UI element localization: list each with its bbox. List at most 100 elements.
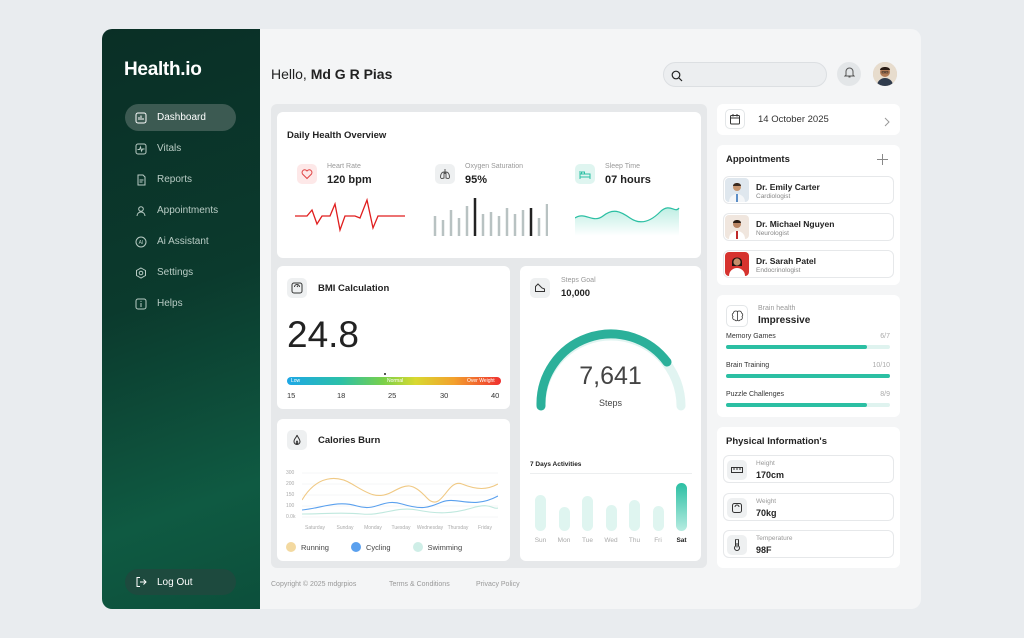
appointments-icon bbox=[135, 205, 147, 217]
steps-unit: Steps bbox=[598, 398, 622, 408]
sidebar-item-vitals[interactable]: Vitals bbox=[125, 135, 236, 162]
brain-item-track bbox=[726, 374, 890, 378]
doctor-photo bbox=[725, 178, 749, 202]
doctor-name: Dr. Emily Carter bbox=[756, 182, 820, 192]
bmi-low-label: Low bbox=[291, 378, 301, 384]
footer-privacy-link[interactable]: Privacy Policy bbox=[476, 581, 520, 588]
heart-rate-card[interactable]: Heart Rate 120 bpm bbox=[287, 152, 410, 236]
sidebar-nav: Dashboard Vitals Reports Appointments AI… bbox=[125, 104, 236, 321]
search-icon bbox=[671, 69, 683, 87]
search-input[interactable] bbox=[663, 62, 827, 87]
physical-label: Temperature bbox=[756, 535, 793, 542]
logout-button[interactable]: Log Out bbox=[125, 569, 236, 595]
steps-goal-value: 10,000 bbox=[561, 288, 591, 299]
calories-day-sunday: Sunday bbox=[336, 525, 354, 531]
calories-ytick-300: 300 bbox=[286, 470, 295, 476]
activity-bar-tue[interactable] bbox=[582, 496, 593, 531]
steps-card: Steps Goal 10,000 7,641 Steps 7 Days Act… bbox=[520, 266, 701, 561]
sidebar-item-appointments[interactable]: Appointments bbox=[125, 197, 236, 224]
calories-ytick-150: 150 bbox=[286, 492, 295, 498]
sidebar-item-reports[interactable]: Reports bbox=[125, 166, 236, 193]
brain-training: Brain Training 10/10 bbox=[726, 362, 890, 378]
activity-day-label: Fri bbox=[654, 537, 662, 544]
oxygen-label: Oxygen Saturation bbox=[465, 163, 523, 170]
physical-weight: Weight 70kg bbox=[723, 493, 894, 521]
sidebar-item-label: Reports bbox=[157, 174, 193, 185]
brain-item-track bbox=[726, 403, 890, 407]
calories-day-wednesday: Wednesday bbox=[416, 525, 444, 531]
appointments-card: Appointments Dr. Emily Carter Cardiologi… bbox=[717, 145, 900, 285]
physical-label: Weight bbox=[756, 498, 777, 505]
date-picker[interactable]: 14 October 2025 bbox=[717, 104, 900, 135]
bmi-tick-40: 40 bbox=[491, 391, 500, 400]
appointments-title: Appointments bbox=[726, 154, 790, 165]
calories-day-monday: Monday bbox=[364, 525, 382, 531]
daily-overview-card: Daily Health Overview Heart Rate 120 bpm… bbox=[277, 112, 701, 258]
brain-item-score: 6/7 bbox=[880, 333, 890, 340]
activity-bar-thu[interactable] bbox=[629, 500, 640, 531]
greeting-text: Hello, bbox=[271, 66, 307, 82]
oxygen-card[interactable]: Oxygen Saturation 95% bbox=[425, 152, 548, 236]
sidebar-item-settings[interactable]: Settings bbox=[125, 259, 236, 286]
lungs-icon bbox=[435, 164, 455, 184]
sidebar-item-label: Vitals bbox=[157, 143, 182, 154]
footer-copyright: Copyright © 2025 mdgrpios bbox=[271, 581, 357, 588]
sidebar-item-dashboard[interactable]: Dashboard bbox=[125, 104, 236, 131]
app-frame: Health.io Dashboard Vitals Reports Appoi… bbox=[102, 29, 921, 609]
activity-day-label: Sun bbox=[534, 537, 547, 544]
notification-button[interactable] bbox=[837, 62, 861, 86]
activity-bar-sun[interactable] bbox=[535, 495, 546, 531]
sleep-card[interactable]: Sleep Time 07 hours bbox=[565, 152, 688, 236]
steps-count: 7,641 bbox=[579, 362, 642, 390]
bmi-marker bbox=[384, 373, 386, 375]
brain-item-score: 8/9 bbox=[880, 391, 890, 398]
sidebar-item-ai-assistant[interactable]: AI Ai Assistant bbox=[125, 228, 236, 255]
activity-bar-mon[interactable] bbox=[558, 507, 570, 531]
activities-title: 7 Days Activities bbox=[530, 461, 582, 468]
oxygen-chart bbox=[433, 198, 548, 236]
appointment-item-michael[interactable]: Dr. Michael Nguyen Neurologist bbox=[723, 213, 894, 241]
physical-value: 70kg bbox=[756, 508, 777, 518]
physical-height: Height 170cm bbox=[723, 455, 894, 483]
calories-chart bbox=[302, 472, 498, 518]
footer-terms-link[interactable]: Terms & Conditions bbox=[389, 581, 450, 588]
doctor-photo bbox=[725, 215, 749, 239]
ruler-icon bbox=[727, 460, 747, 480]
sidebar-item-helps[interactable]: Helps bbox=[125, 290, 236, 317]
bmi-value: 24.8 bbox=[287, 314, 360, 355]
activity-bar-wed[interactable] bbox=[605, 505, 617, 531]
activity-bar-fri[interactable] bbox=[652, 506, 664, 531]
info-icon bbox=[135, 298, 147, 310]
doctor-specialty: Cardiologist bbox=[756, 193, 791, 200]
bmi-title: BMI Calculation bbox=[318, 283, 390, 294]
user-name: Md G R Pias bbox=[310, 66, 393, 82]
sidebar-item-label: Dashboard bbox=[157, 112, 206, 123]
flame-icon bbox=[287, 430, 307, 450]
activity-day-label: Tue bbox=[582, 537, 593, 544]
add-appointment-icon[interactable] bbox=[877, 152, 888, 170]
legend-swimming-swatch bbox=[412, 542, 423, 552]
activity-bar-sat[interactable] bbox=[676, 483, 687, 531]
heart-rate-value: 120 bpm bbox=[327, 174, 372, 186]
brain-memory-games: Memory Games 6/7 bbox=[726, 333, 890, 349]
calories-ytick-100: 100 bbox=[286, 503, 295, 509]
brain-item-label: Brain Training bbox=[726, 362, 770, 369]
appointment-item-emily[interactable]: Dr. Emily Carter Cardiologist bbox=[723, 176, 894, 204]
avatar[interactable] bbox=[873, 62, 897, 86]
sidebar-item-label: Appointments bbox=[157, 205, 219, 216]
app-logo: Health.io bbox=[124, 59, 202, 80]
doctor-photo bbox=[725, 252, 749, 276]
thermometer-icon bbox=[727, 535, 747, 555]
bmi-tick-30: 30 bbox=[440, 391, 449, 400]
activities-divider bbox=[530, 473, 692, 474]
heart-rate-chart bbox=[295, 197, 405, 233]
brain-status: Impressive bbox=[758, 315, 811, 326]
appointment-item-sarah[interactable]: Dr. Sarah Patel Endocrinologist bbox=[723, 250, 894, 278]
calories-day-friday: Friday bbox=[478, 525, 492, 531]
physical-title: Physical Information's bbox=[726, 436, 827, 447]
legend-cycling: Cycling bbox=[365, 542, 391, 552]
activity-day-label: Mon bbox=[557, 537, 571, 544]
sidebar-item-label: Ai Assistant bbox=[157, 236, 209, 247]
vitals-icon bbox=[135, 143, 147, 155]
physical-temperature: Temperature 98F bbox=[723, 530, 894, 558]
